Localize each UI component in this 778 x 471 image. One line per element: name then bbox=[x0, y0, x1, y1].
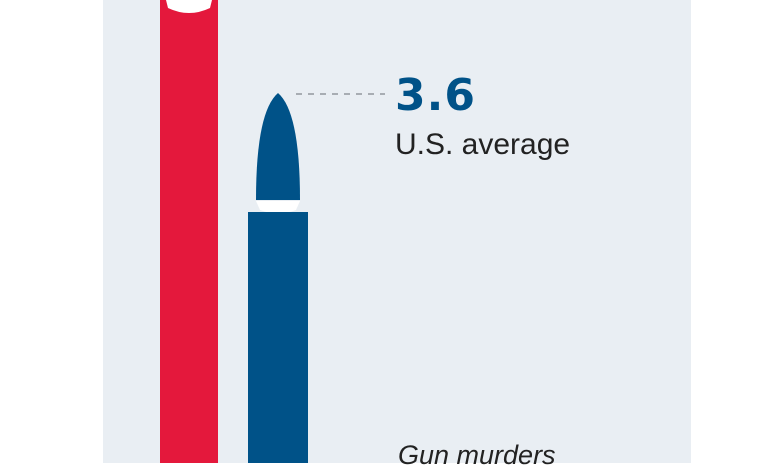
us-average-value: 3.6 bbox=[395, 70, 476, 121]
blue-bullet-band bbox=[256, 201, 300, 214]
blue-bullet-casing bbox=[248, 212, 308, 463]
us-average-label: U.S. average bbox=[395, 128, 571, 161]
gun-murders-label: Gun murders bbox=[398, 440, 556, 470]
red-bullet-casing bbox=[160, 0, 218, 463]
blue-bullet-tip bbox=[256, 93, 300, 200]
red-bullet-band bbox=[166, 0, 212, 13]
